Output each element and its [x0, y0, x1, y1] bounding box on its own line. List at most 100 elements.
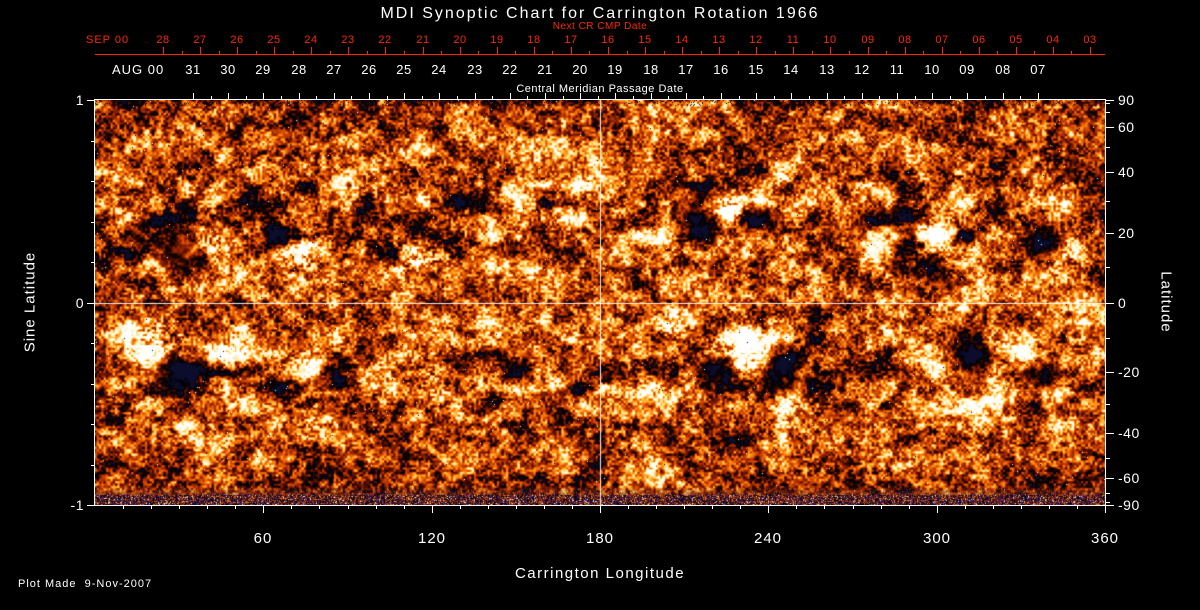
longitude-minor-tick — [348, 505, 349, 509]
latitude-minor-tick — [1106, 112, 1110, 113]
cmp-day-tick — [334, 93, 335, 100]
next-cr-minor-tick — [182, 51, 183, 54]
next-cr-tick — [497, 47, 498, 54]
next-cr-day-label: 08 — [898, 34, 912, 46]
latitude-major-tick — [1106, 127, 1114, 128]
cmp-day-label: 13 — [819, 62, 835, 77]
next-cr-day-label: 26 — [230, 34, 244, 46]
longitude-minor-tick — [516, 505, 517, 509]
next-cr-tick — [979, 47, 980, 54]
next-cr-day-label: 05 — [1009, 34, 1023, 46]
longitude-minor-tick — [123, 505, 124, 509]
next-cr-tick — [830, 47, 831, 54]
next-cr-month-label: SEP 00 — [86, 34, 130, 46]
latitude-minor-tick — [1106, 103, 1110, 104]
plot-made-note: Plot Made 9-Nov-2007 — [18, 578, 153, 590]
sine-latitude-major-tick — [87, 505, 95, 506]
cmp-day-label: 18 — [643, 62, 659, 77]
longitude-major-tick — [768, 505, 769, 513]
latitude-tick-label: 40 — [1118, 164, 1135, 180]
cmp-day-tick — [932, 93, 933, 100]
latitude-tick-label: 60 — [1118, 119, 1135, 135]
next-cr-minor-tick — [552, 51, 553, 54]
next-cr-day-label: 09 — [861, 34, 875, 46]
latitude-tick-label: -20 — [1118, 364, 1140, 380]
next-cr-day-label: 21 — [416, 34, 430, 46]
next-cr-minor-tick — [997, 51, 998, 54]
next-cr-tick — [608, 47, 609, 54]
latitude-minor-tick — [1106, 338, 1110, 339]
longitude-minor-tick — [235, 505, 236, 509]
cmp-day-tick — [721, 93, 722, 100]
latitude-tick-label: 20 — [1118, 225, 1135, 241]
cmp-month-label: AUG 00 — [112, 62, 165, 77]
next-cr-tick — [423, 47, 424, 54]
next-cr-tick — [756, 47, 757, 54]
next-cr-day-label: 25 — [267, 34, 281, 46]
next-cr-minor-tick — [664, 51, 665, 54]
longitude-minor-tick — [488, 505, 489, 509]
next-cr-tick — [311, 47, 312, 54]
sine-latitude-tick-label: 0 — [75, 295, 84, 311]
next-cr-day-label: 13 — [712, 34, 726, 46]
next-cr-tick — [163, 47, 164, 54]
next-cr-day-label: 10 — [823, 34, 837, 46]
cmp-day-label: 23 — [467, 62, 483, 77]
cmp-day-label: 15 — [748, 62, 764, 77]
next-cr-minor-tick — [330, 51, 331, 54]
cmp-day-tick — [967, 93, 968, 100]
longitude-tick-label: 120 — [417, 530, 447, 547]
cmp-day-tick — [756, 93, 757, 100]
longitude-minor-tick — [291, 505, 292, 509]
next-cr-tick — [534, 47, 535, 54]
longitude-minor-tick — [656, 505, 657, 509]
next-cr-minor-tick — [923, 51, 924, 54]
longitude-minor-tick — [993, 505, 994, 509]
cmp-day-label: 29 — [255, 62, 271, 77]
next-cr-day-label: 22 — [378, 34, 392, 46]
next-cr-minor-tick — [701, 51, 702, 54]
longitude-tick-label: 300 — [922, 530, 952, 547]
next-cr-tick — [200, 47, 201, 54]
latitude-major-tick — [1106, 172, 1114, 173]
longitude-minor-tick — [1049, 505, 1050, 509]
next-cr-tick — [942, 47, 943, 54]
cmp-day-label: 25 — [396, 62, 412, 77]
next-cr-minor-tick — [404, 51, 405, 54]
next-cr-tick — [571, 47, 572, 54]
next-cr-day-label: 28 — [156, 34, 170, 46]
next-cr-tick — [793, 47, 794, 54]
longitude-minor-tick — [460, 505, 461, 509]
cmp-day-tick — [369, 93, 370, 100]
next-cr-day-label: 07 — [935, 34, 949, 46]
cmp-day-label: 27 — [326, 62, 342, 77]
latitude-minor-tick — [1106, 493, 1110, 494]
latitude-major-tick — [1106, 433, 1114, 434]
next-cr-tick — [237, 47, 238, 54]
next-cr-day-label: 27 — [193, 34, 207, 46]
latitude-minor-tick — [1106, 267, 1110, 268]
cmp-day-tick — [862, 93, 863, 100]
next-cr-minor-tick — [1071, 51, 1072, 54]
latitude-tick-label: -40 — [1118, 425, 1140, 441]
latitude-major-tick — [1106, 303, 1114, 304]
latitude-tick-label: -60 — [1118, 470, 1140, 486]
next-cr-axis-line — [95, 54, 1105, 55]
longitude-tick-label: 180 — [585, 530, 615, 547]
cmp-day-tick — [1038, 93, 1039, 100]
cmp-day-tick — [791, 93, 792, 100]
next-cr-axis-label: Next CR CMP Date — [552, 21, 648, 32]
longitude-minor-tick — [207, 505, 208, 509]
longitude-minor-tick — [404, 505, 405, 509]
cmp-day-tick — [827, 93, 828, 100]
cmp-day-tick — [475, 93, 476, 100]
longitude-minor-tick — [853, 505, 854, 509]
longitude-minor-tick — [151, 505, 152, 509]
sine-latitude-tick-label: -1 — [70, 497, 84, 513]
cmp-day-tick — [510, 93, 511, 100]
cmp-day-label: 20 — [572, 62, 588, 77]
cmp-day-label: 28 — [291, 62, 307, 77]
next-cr-tick — [905, 47, 906, 54]
cmp-day-label: 21 — [537, 62, 553, 77]
cmp-day-tick — [439, 93, 440, 100]
